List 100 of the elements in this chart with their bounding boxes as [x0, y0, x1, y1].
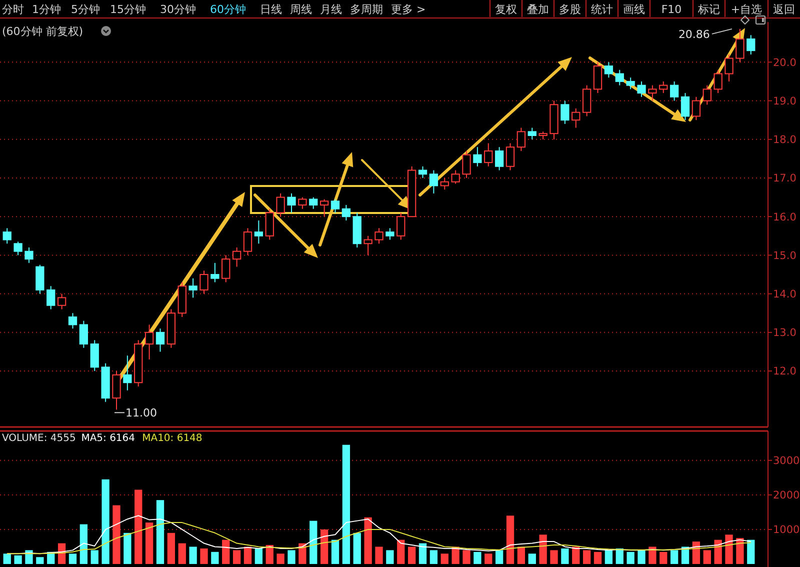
- candlestick: [36, 264, 44, 294]
- candlestick: [265, 208, 274, 240]
- candlestick: [418, 166, 428, 178]
- candlestick: [374, 228, 384, 244]
- candlestick: [320, 198, 329, 218]
- y-tick-label: 16.0: [773, 211, 796, 224]
- candlestick: [364, 235, 372, 256]
- bar: [506, 516, 514, 564]
- bar: [3, 554, 11, 564]
- text: 5分钟: [71, 3, 100, 16]
- bar: [550, 550, 558, 564]
- bar: [375, 546, 383, 564]
- bar: [714, 540, 722, 564]
- bar: [80, 524, 88, 564]
- bar: [418, 543, 427, 564]
- bar: [626, 552, 634, 564]
- annotation: MA10: 6148: [142, 433, 202, 444]
- text: 30分钟: [160, 3, 196, 16]
- bar: [747, 540, 755, 564]
- candlestick: [309, 196, 318, 210]
- text: 多周期: [350, 3, 383, 16]
- text: 复权: [495, 3, 517, 16]
- bar: [594, 552, 602, 564]
- candlestick: [254, 220, 264, 244]
- bar: [200, 548, 208, 564]
- bar: [254, 548, 263, 564]
- text: 标记: [697, 3, 720, 16]
- candlestick: [560, 100, 570, 124]
- candlestick: [680, 92, 690, 121]
- text: 日线: [260, 3, 282, 16]
- candlestick: [626, 77, 635, 90]
- bar: [408, 546, 416, 564]
- text: 1分钟: [32, 3, 61, 16]
- bar: [462, 550, 470, 564]
- bar: [331, 540, 340, 564]
- bar: [440, 554, 448, 564]
- candlestick: [724, 54, 734, 82]
- candlestick: [188, 278, 198, 298]
- candlestick: [287, 192, 296, 214]
- bar: [189, 546, 197, 564]
- bar: [430, 550, 438, 564]
- candlestick: [516, 127, 526, 152]
- bar: [266, 545, 274, 564]
- bar: [232, 550, 241, 564]
- chart-title: (60分钟 前复权): [2, 25, 84, 38]
- text: 周线: [290, 3, 312, 16]
- candlestick: [57, 293, 66, 310]
- candlestick: [298, 196, 307, 210]
- candlestick: [746, 34, 756, 55]
- bar: [616, 548, 624, 564]
- annotation: 11.00: [125, 406, 157, 420]
- bar: [582, 550, 591, 564]
- bar: [211, 552, 219, 564]
- bar: [528, 554, 536, 564]
- candlestick: [112, 370, 121, 410]
- candlestick: [659, 80, 668, 94]
- bar: [670, 550, 678, 564]
- candlestick: [429, 170, 438, 194]
- candlestick: [123, 355, 132, 391]
- candlestick: [670, 80, 679, 102]
- bar: [353, 532, 361, 564]
- candlestick: [648, 84, 657, 102]
- text: 15分钟: [110, 3, 146, 16]
- bar: [102, 479, 110, 564]
- text: F10: [661, 3, 682, 16]
- bar: [36, 557, 44, 564]
- bar: [539, 534, 547, 564]
- text: 多股: [559, 3, 581, 16]
- annotation: MA5: 6164: [81, 433, 136, 444]
- bar: [276, 554, 284, 564]
- candlestick: [572, 108, 580, 128]
- annotation: 20.86: [678, 28, 710, 41]
- bar: [156, 500, 164, 564]
- bar: [90, 550, 98, 564]
- text: 统计: [591, 3, 613, 16]
- candlestick: [714, 69, 722, 94]
- candlestick: [386, 228, 394, 240]
- candlestick: [144, 324, 154, 360]
- candlestick: [396, 212, 406, 240]
- candlestick: [232, 246, 242, 268]
- bar: [517, 546, 526, 564]
- annotation: VOLUME: 4555: [2, 433, 76, 444]
- bar: [167, 532, 176, 564]
- bar: [495, 550, 504, 564]
- candlestick: [451, 170, 460, 184]
- candlestick: [330, 198, 340, 214]
- candlestick: [615, 69, 624, 86]
- candlestick: [494, 146, 504, 171]
- bar: [638, 550, 646, 564]
- candlestick: [200, 270, 208, 294]
- candlestick: [637, 80, 646, 98]
- candlestick: [484, 142, 493, 167]
- y-tick-label: 17.0: [773, 172, 796, 185]
- candlestick: [14, 241, 22, 256]
- bar: [484, 554, 492, 564]
- candlestick: [68, 312, 78, 330]
- candlestick: [528, 127, 536, 140]
- bar: [364, 517, 372, 564]
- y-tick-label: 13.0: [773, 327, 796, 340]
- bar: [681, 546, 690, 564]
